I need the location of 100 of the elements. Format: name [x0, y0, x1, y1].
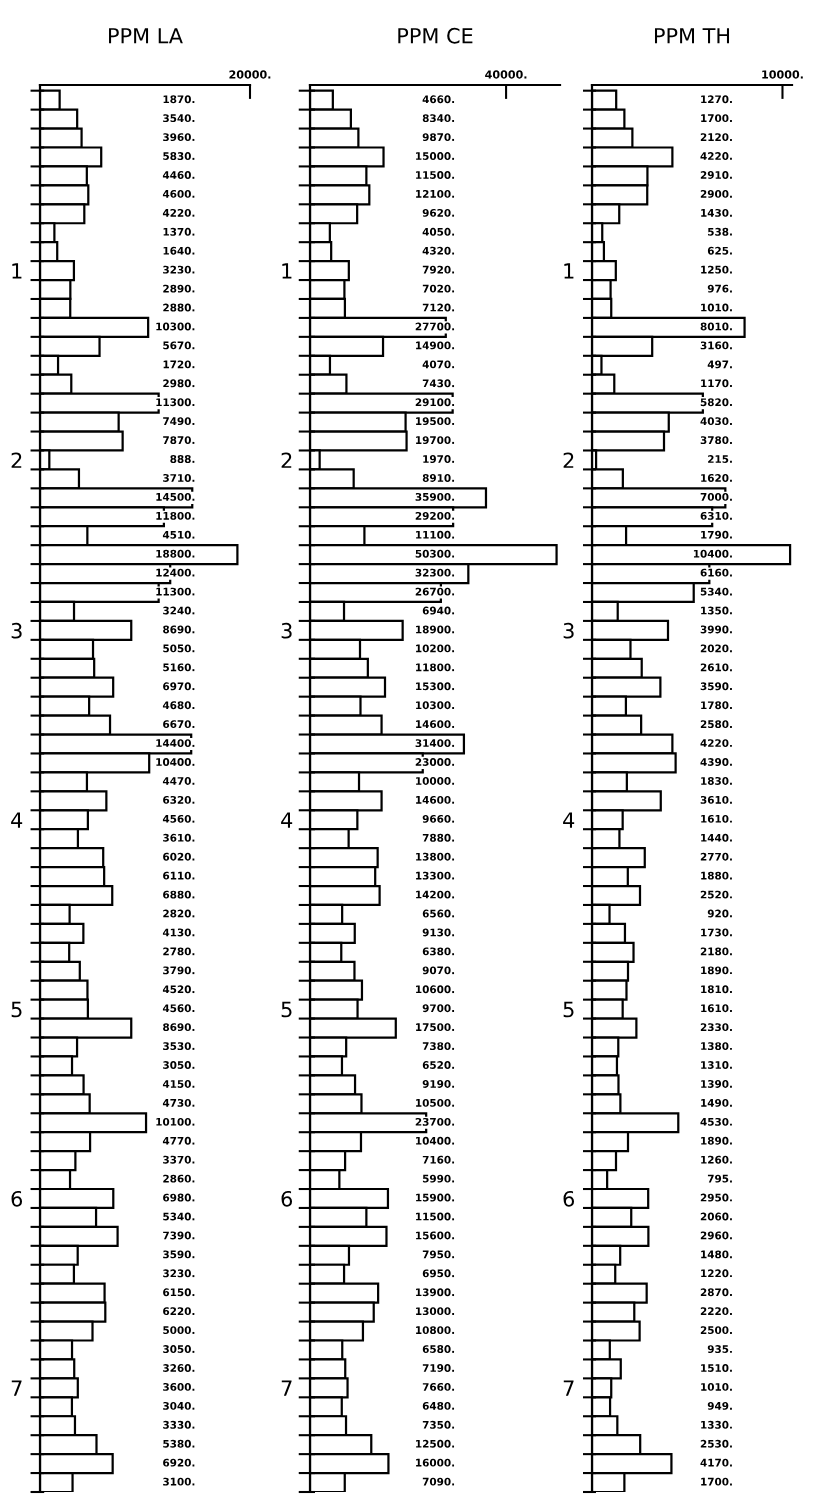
data-label: 1830. [701, 777, 732, 785]
data-label: 4770. [162, 1136, 195, 1145]
data-label: 2580. [700, 720, 732, 729]
data-label: 7190. [422, 1364, 455, 1372]
data-label: 13900. [416, 1288, 455, 1297]
data-label: 2870. [700, 1288, 732, 1297]
data-label: 8690. [163, 625, 195, 634]
data-label: 5340. [700, 587, 732, 596]
data-label: 4320. [422, 246, 455, 255]
data-label: 1720. [163, 360, 195, 369]
data-label: 11500. [416, 1212, 455, 1221]
y-tick-label: 4 [281, 812, 293, 828]
x-tick-label: 10000. [762, 70, 803, 79]
data-label: 27700. [415, 322, 455, 331]
data-label: 4220. [162, 208, 195, 217]
data-label: 6580. [422, 1345, 455, 1353]
data-label: 1880. [701, 871, 732, 880]
data-label: 6950. [422, 1269, 455, 1278]
y-tick-label: 1 [564, 263, 574, 279]
data-label: 3160. [700, 341, 732, 350]
data-label: 920. [707, 909, 732, 918]
data-label: 10400. [416, 1136, 455, 1145]
data-label: 2890. [163, 284, 195, 293]
data-label: 5380. [163, 1439, 195, 1448]
x-tick-label: 40000. [485, 70, 527, 79]
data-label: 1220. [701, 1269, 732, 1278]
y-tick-label: 4 [563, 812, 575, 828]
data-label: 2910. [700, 171, 732, 179]
data-label: 3790. [163, 966, 195, 975]
data-label: 6940. [422, 606, 455, 615]
data-label: 7490. [163, 417, 195, 426]
data-label: 11500. [416, 171, 455, 179]
data-label: 497. [707, 360, 732, 369]
data-label: 1870. [163, 95, 195, 104]
data-label: 11800. [156, 511, 195, 520]
data-label: 2860. [163, 1174, 195, 1183]
y-tick-label: 6 [11, 1190, 23, 1207]
data-label: 2120. [700, 133, 732, 142]
data-label: 4050. [422, 227, 455, 236]
data-label: 3610. [700, 795, 732, 804]
data-label: 4070. [422, 360, 455, 369]
data-label: 7120. [422, 303, 455, 312]
data-label: 14400. [156, 739, 195, 748]
data-label: 2330. [700, 1023, 732, 1032]
data-label: 3050. [163, 1345, 195, 1353]
data-label: 4560. [162, 1004, 195, 1013]
data-label: 7920. [422, 265, 455, 274]
data-label: 6980. [163, 1193, 195, 1202]
data-label: 6160. [700, 568, 732, 577]
y-tick-label: 2 [11, 452, 22, 468]
data-label: 1480. [701, 1250, 732, 1259]
data-label: 538. [708, 227, 732, 236]
data-label: 10300. [156, 322, 195, 331]
data-label: 3100. [163, 1477, 195, 1486]
data-label: 11300. [156, 398, 195, 407]
data-label: 15900. [416, 1193, 455, 1202]
data-label: 5050. [163, 644, 195, 653]
data-label: 13000. [416, 1307, 455, 1316]
data-label: 5830. [163, 152, 195, 160]
data-label: 12100. [416, 189, 455, 198]
data-label: 1510. [701, 1364, 732, 1372]
data-label: 9660. [422, 814, 455, 823]
data-label: 2780. [163, 947, 195, 956]
data-label: 3230. [163, 265, 195, 274]
data-label: 4530. [700, 1117, 732, 1126]
data-label: 10300. [416, 701, 455, 710]
data-label: 3990. [700, 625, 732, 634]
data-label: 5670. [163, 341, 195, 350]
data-label: 3260. [163, 1364, 195, 1372]
y-tick-label: 7 [563, 1380, 574, 1396]
data-label: 1310. [701, 1061, 732, 1069]
data-label: 2980. [163, 379, 195, 388]
data-label: 7880. [422, 833, 455, 842]
data-label: 1010. [701, 1382, 732, 1391]
data-label: 2610. [700, 663, 732, 672]
data-label: 1250. [701, 265, 732, 274]
data-label: 31400. [415, 739, 455, 748]
data-label: 14900. [416, 341, 455, 350]
data-label: 9190. [422, 1080, 455, 1088]
chart-title: PPM CE [398, 27, 473, 44]
data-label: 1350. [701, 606, 732, 615]
data-label: 12500. [416, 1439, 455, 1448]
data-label: 1780. [701, 701, 732, 710]
data-label: 1810. [701, 985, 732, 994]
data-label: 6560. [422, 909, 455, 918]
data-label: 6220. [163, 1307, 195, 1316]
data-label: 2530. [700, 1439, 732, 1448]
data-label: 15300. [416, 682, 455, 691]
data-label: 5990. [422, 1174, 455, 1183]
data-label: 1730. [701, 928, 732, 937]
data-label: 1170. [701, 379, 732, 388]
data-label: 10800. [416, 1326, 455, 1335]
data-label: 7380. [422, 1042, 455, 1051]
data-label: 18900. [416, 625, 455, 634]
chart-title: PPM LA [109, 28, 183, 44]
data-label: 50300. [415, 549, 455, 558]
data-label: 1610. [701, 1004, 732, 1013]
data-label: 29100. [415, 398, 455, 407]
data-label: 6380. [422, 947, 455, 956]
data-label: 2820. [163, 909, 195, 918]
